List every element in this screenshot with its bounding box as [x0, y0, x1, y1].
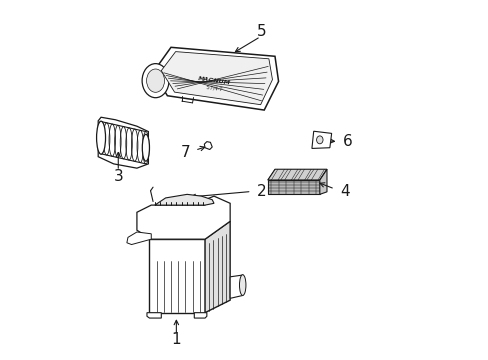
- Polygon shape: [311, 131, 331, 148]
- Polygon shape: [149, 221, 230, 239]
- Polygon shape: [98, 117, 148, 168]
- Ellipse shape: [146, 69, 164, 92]
- Ellipse shape: [96, 121, 105, 154]
- Polygon shape: [153, 47, 278, 110]
- Text: MAGNUM: MAGNUM: [197, 76, 230, 85]
- Text: 5: 5: [256, 24, 266, 39]
- Text: 5·7/4·7: 5·7/4·7: [205, 84, 223, 91]
- Polygon shape: [194, 313, 206, 318]
- Polygon shape: [155, 194, 214, 205]
- Polygon shape: [319, 169, 326, 194]
- Text: 3: 3: [113, 169, 123, 184]
- Polygon shape: [147, 313, 161, 318]
- Polygon shape: [204, 221, 230, 313]
- Polygon shape: [161, 51, 272, 105]
- Polygon shape: [149, 239, 204, 313]
- Text: 1: 1: [171, 332, 181, 347]
- Text: 2: 2: [257, 184, 266, 199]
- Ellipse shape: [239, 275, 245, 296]
- Text: 6: 6: [343, 134, 352, 149]
- Polygon shape: [126, 232, 151, 244]
- Ellipse shape: [142, 64, 169, 98]
- Polygon shape: [230, 275, 242, 298]
- Polygon shape: [137, 196, 230, 239]
- Ellipse shape: [316, 136, 323, 144]
- Polygon shape: [204, 141, 212, 149]
- Text: 7: 7: [180, 144, 190, 159]
- Text: 4: 4: [340, 184, 349, 199]
- Ellipse shape: [142, 134, 149, 161]
- Polygon shape: [267, 169, 326, 180]
- Polygon shape: [267, 180, 319, 194]
